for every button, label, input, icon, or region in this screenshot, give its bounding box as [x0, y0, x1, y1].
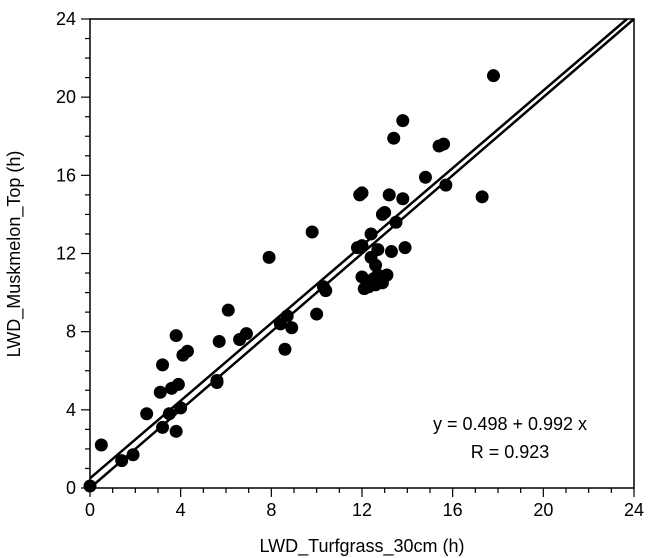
x-tick-label: 4 — [176, 500, 186, 520]
y-axis-title: LWD_Muskmelon_Top (h) — [4, 151, 25, 358]
data-point — [212, 334, 226, 348]
data-point — [437, 137, 451, 151]
data-point — [486, 69, 500, 83]
data-point — [398, 241, 412, 255]
data-point — [389, 215, 403, 229]
x-tick-label: 12 — [352, 500, 372, 520]
data-point — [378, 205, 392, 219]
data-point — [355, 239, 369, 253]
data-point — [115, 454, 129, 468]
data-point — [169, 329, 183, 343]
data-point — [83, 479, 97, 493]
y-tick-label: 8 — [66, 322, 76, 342]
data-point — [169, 424, 183, 438]
data-point — [418, 170, 432, 184]
data-point — [319, 284, 333, 298]
data-points — [83, 69, 500, 493]
y-tick-label: 4 — [66, 400, 76, 420]
data-point — [280, 309, 294, 323]
data-point — [126, 448, 140, 462]
data-point — [140, 407, 154, 421]
correlation-label: R = 0.923 — [471, 442, 550, 462]
data-point — [310, 307, 324, 321]
data-point — [162, 407, 176, 421]
y-tick-label: 0 — [66, 478, 76, 498]
data-point — [371, 243, 385, 257]
x-tick-label: 8 — [266, 500, 276, 520]
y-tick-label: 20 — [56, 87, 76, 107]
data-point — [396, 192, 410, 206]
data-point — [262, 250, 276, 264]
y-tick-label: 12 — [56, 244, 76, 264]
x-axis-title: LWD_Turfgrass_30cm (h) — [259, 536, 464, 557]
data-point — [171, 377, 185, 391]
data-point — [174, 401, 188, 415]
data-point — [239, 327, 253, 341]
x-tick-label: 0 — [85, 500, 95, 520]
data-point — [396, 114, 410, 128]
data-point — [439, 178, 453, 192]
x-tick-label: 16 — [443, 500, 463, 520]
data-point — [382, 188, 396, 202]
data-point — [475, 190, 489, 204]
data-point — [387, 131, 401, 145]
x-tick-label: 24 — [624, 500, 644, 520]
data-point — [156, 358, 170, 372]
data-point — [153, 385, 167, 399]
data-point — [355, 186, 369, 200]
data-point — [355, 270, 369, 284]
axis-ticks — [81, 18, 635, 497]
axis-tick-labels: 0 4 8 12 16 20 24 0 4 8 12 16 20 24 — [56, 9, 644, 520]
data-point — [369, 258, 383, 272]
data-point — [384, 245, 398, 259]
data-point — [94, 438, 108, 452]
data-point — [380, 268, 394, 282]
y-tick-label: 16 — [56, 165, 76, 185]
y-tick-label: 24 — [56, 9, 76, 29]
x-tick-label: 20 — [533, 500, 553, 520]
data-point — [305, 225, 319, 239]
data-point — [180, 344, 194, 358]
data-point — [278, 342, 292, 356]
data-point — [221, 303, 235, 317]
data-point — [364, 227, 378, 241]
data-point — [156, 420, 170, 434]
regression-equation-label: y = 0.498 + 0.992 x — [433, 414, 587, 434]
data-point — [285, 321, 299, 335]
data-point — [210, 374, 224, 388]
